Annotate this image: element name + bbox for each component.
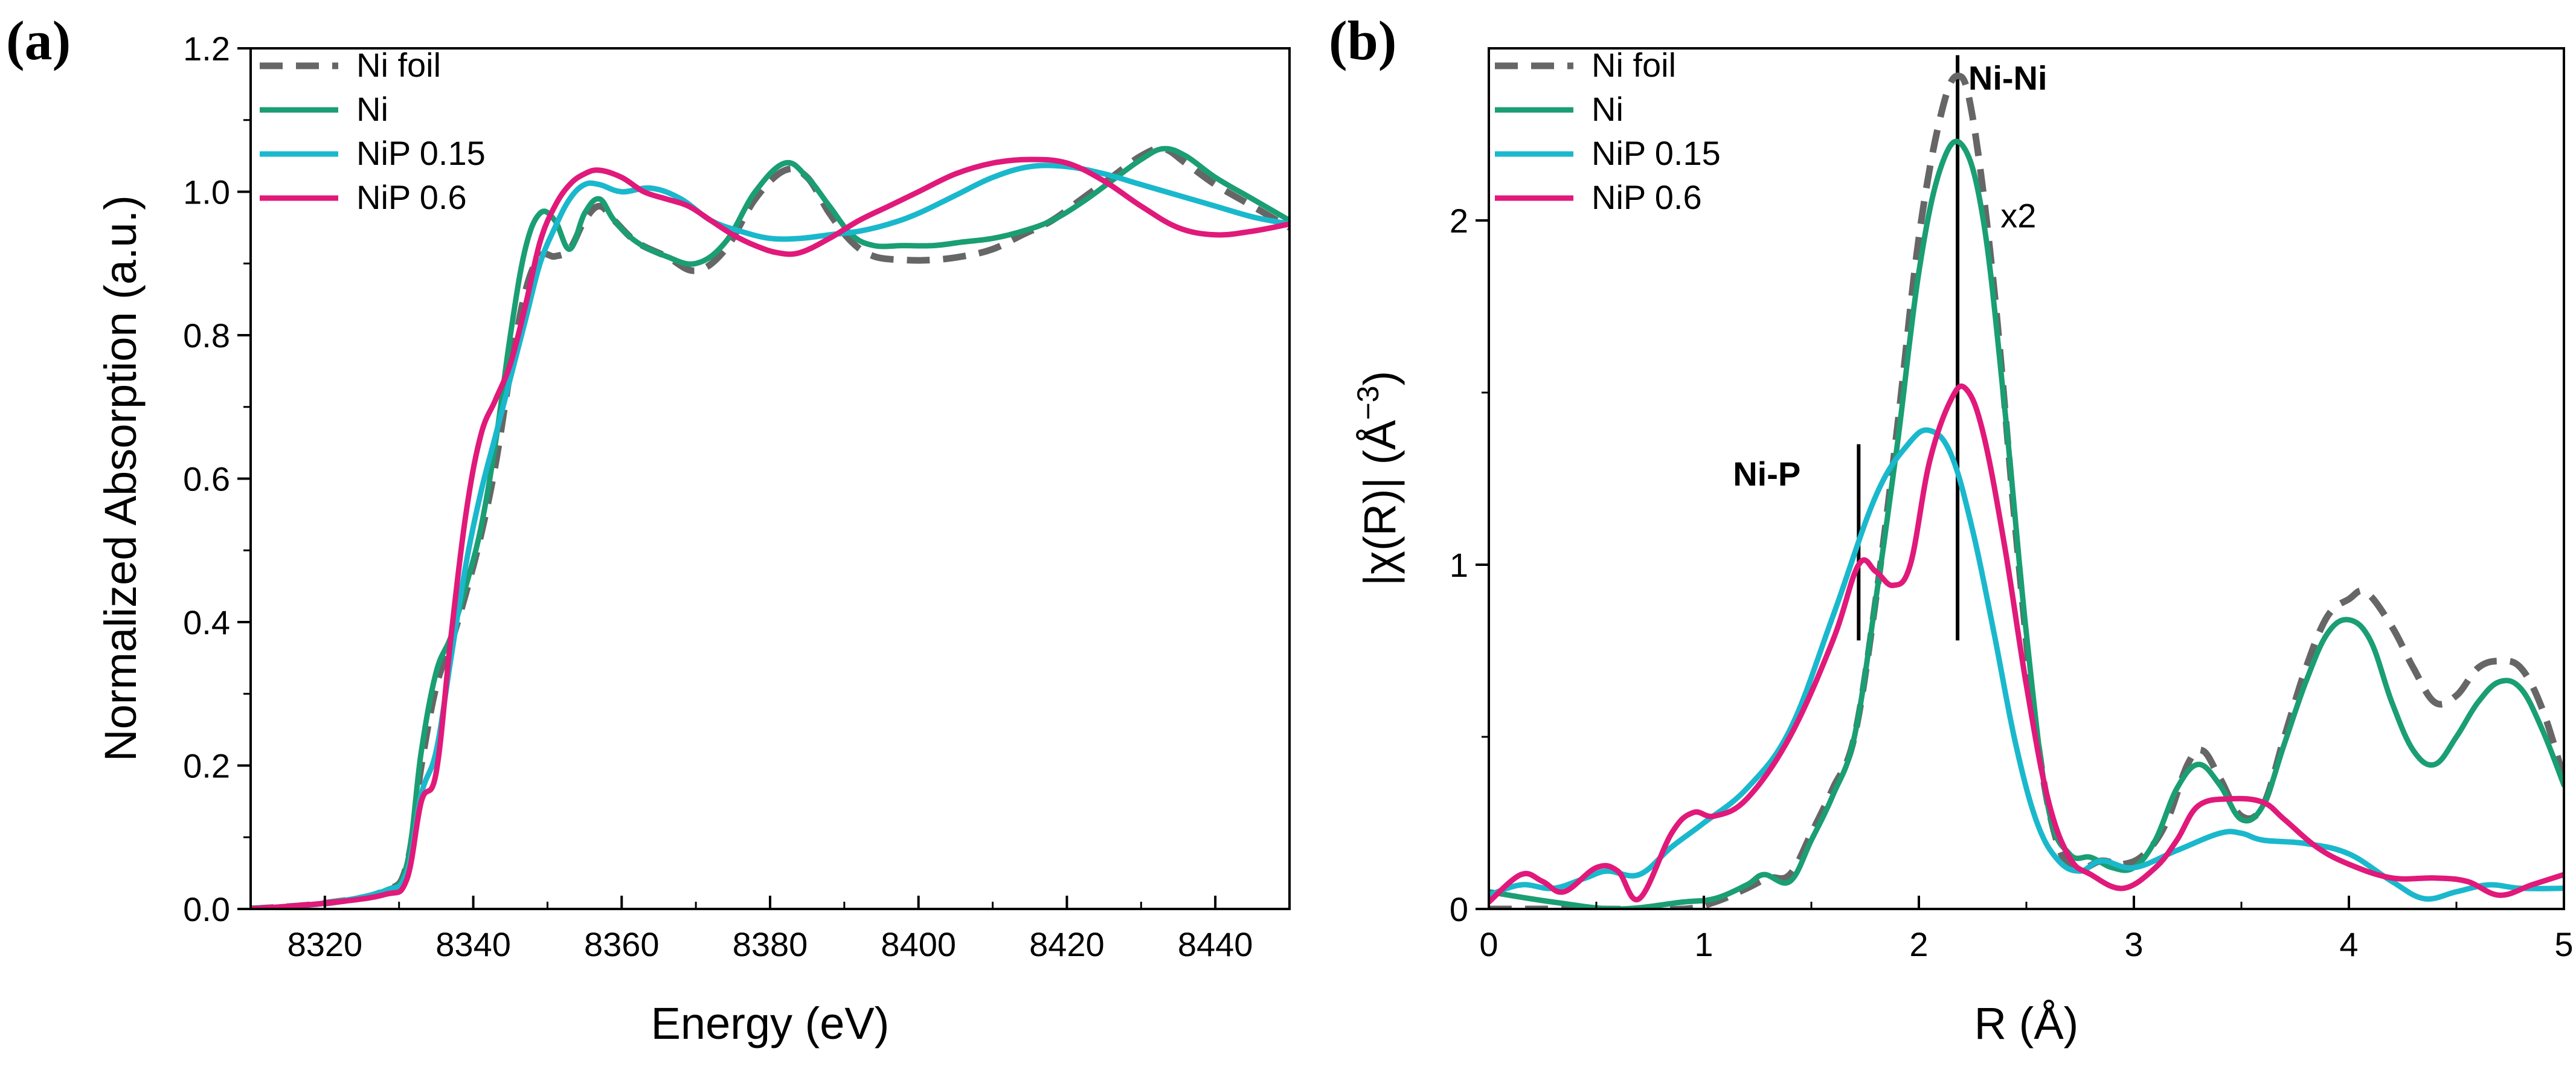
xanes-y-ticks: 0.0 0.2 0.4 0.6 0.8 1.0 1.2 bbox=[183, 30, 251, 928]
xanes-series-nip-0-6 bbox=[251, 156, 1290, 909]
exafs-annotation-ni-p: Ni-P bbox=[1733, 455, 1800, 493]
exafs-y-axis-label: |χ(R)| (Å−3) bbox=[1351, 371, 1405, 586]
exafs-annotations: Ni-Ni Ni-P x2 bbox=[1733, 59, 2047, 493]
xanes-x-tick-label: 8400 bbox=[881, 925, 956, 963]
xanes-x-tick-label: 8340 bbox=[435, 925, 511, 963]
xanes-y-tick-label: 0.2 bbox=[183, 747, 230, 785]
exafs-y-label-sup: −3 bbox=[1351, 386, 1385, 420]
xanes-legend-label: Ni bbox=[356, 90, 388, 128]
panel-label-a: (a) bbox=[6, 10, 71, 71]
exafs-x-tick-label: 1 bbox=[1694, 925, 1713, 963]
exafs-y-tick-label: 0 bbox=[1450, 890, 1468, 928]
xanes-x-tick-label: 8380 bbox=[733, 925, 808, 963]
xanes-series-group bbox=[251, 145, 1290, 909]
exafs-x-ticks: 0 1 2 3 4 5 bbox=[1479, 896, 2574, 963]
exafs-x-axis-label: R (Å) bbox=[1974, 998, 2079, 1048]
exafs-legend-label: NiP 0.6 bbox=[1592, 178, 1702, 216]
xanes-x-axis-label: Energy (eV) bbox=[651, 998, 890, 1048]
xanes-x-tick-label: 8320 bbox=[287, 925, 363, 963]
exafs-y-tick-label: 2 bbox=[1450, 202, 1468, 240]
xanes-series-ni-foil bbox=[251, 145, 1290, 909]
panel-label-b: (b) bbox=[1329, 10, 1396, 71]
xanes-x-ticks: 8320 8340 8360 8380 8400 8420 8440 bbox=[287, 896, 1253, 963]
xanes-x-tick-label: 8360 bbox=[584, 925, 660, 963]
exafs-y-label-end: ) bbox=[1355, 371, 1405, 386]
xanes-legend-label: Ni foil bbox=[356, 46, 441, 84]
xanes-y-tick-label: 0.8 bbox=[183, 316, 230, 355]
xanes-legend-label: NiP 0.6 bbox=[356, 178, 467, 216]
exafs-x-tick-label: 5 bbox=[2554, 925, 2573, 963]
exafs-annotation-ni-ni: Ni-Ni bbox=[1968, 59, 2048, 97]
exafs-series-nip-0-15 bbox=[1489, 427, 2564, 902]
exafs-x-tick-label: 4 bbox=[2339, 925, 2358, 963]
exafs-series-nip-0-6 bbox=[1489, 384, 2564, 905]
exafs-legend: Ni foil Ni NiP 0.15 NiP 0.6 bbox=[1495, 46, 1721, 216]
exafs-series-group bbox=[1489, 72, 2564, 909]
xanes-y-axis-label: Normalized Absorption (a.u.) bbox=[95, 195, 146, 762]
xanes-panel: (a) 8320 8340 8360 8380 8400 8420 8440 0.00.20… bbox=[6, 10, 1291, 1048]
xanes-y-tick-label: 0.0 bbox=[183, 890, 230, 928]
xanes-x-tick-label: 8440 bbox=[1178, 925, 1253, 963]
exafs-annotation-x2: x2 bbox=[2000, 196, 2036, 234]
xanes-y-tick-label: 1.0 bbox=[183, 173, 230, 211]
exafs-y-ticks: 0 1 2 bbox=[1450, 202, 1489, 928]
exafs-legend-label: Ni foil bbox=[1592, 46, 1676, 84]
xanes-x-tick-label: 8420 bbox=[1029, 925, 1105, 963]
xanes-y-tick-label: 0.6 bbox=[183, 460, 230, 498]
exafs-x-tick-label: 2 bbox=[1909, 925, 1928, 963]
xanes-series-ni bbox=[251, 146, 1290, 909]
exafs-legend-label: NiP 0.15 bbox=[1592, 134, 1721, 172]
xanes-y-tick-label: 0.4 bbox=[183, 603, 230, 641]
xanes-legend: Ni foil Ni NiP 0.15 NiP 0.6 bbox=[260, 46, 486, 216]
xanes-series-nip-0-15 bbox=[251, 162, 1290, 909]
exafs-y-label-main: |χ(R)| (Å bbox=[1355, 420, 1405, 586]
exafs-y-tick-label: 1 bbox=[1450, 546, 1468, 584]
exafs-x-tick-label: 3 bbox=[2124, 925, 2143, 963]
exafs-x-tick-label: 0 bbox=[1479, 925, 1498, 963]
exafs-legend-label: Ni bbox=[1592, 90, 1624, 128]
xanes-legend-label: NiP 0.15 bbox=[356, 134, 486, 172]
xanes-y-tick-label: 1.2 bbox=[183, 30, 230, 68]
